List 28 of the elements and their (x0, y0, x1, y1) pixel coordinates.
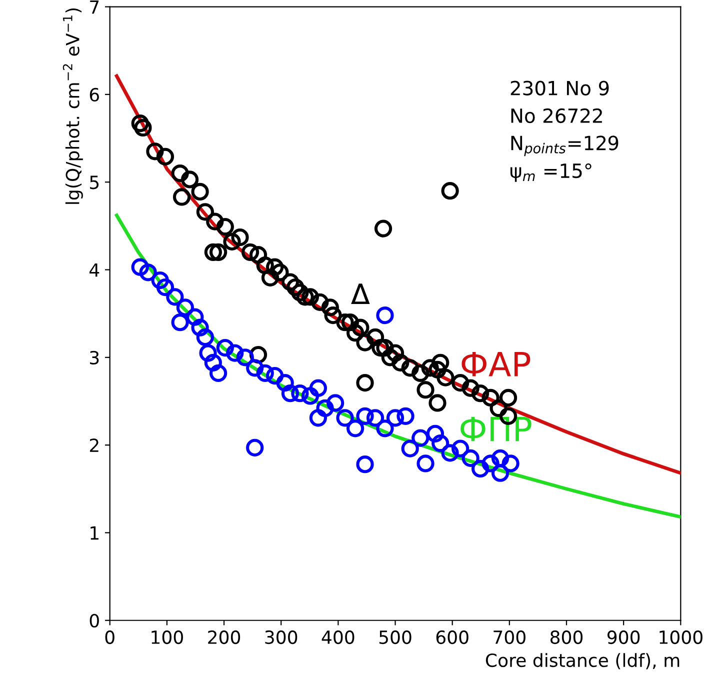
y-tick-label: 1 (90, 526, 98, 540)
x-tick-label: 600 (436, 630, 468, 644)
y-tick-label: 7 (90, 0, 99, 14)
y-tick-label: 0 (90, 614, 99, 628)
y-tick-label: 5 (90, 176, 99, 190)
y-tick-label: 3 (90, 350, 99, 365)
x-tick-label: 500 (379, 630, 412, 644)
x-tick-label: 0 (105, 630, 114, 644)
x-tick-label: 800 (550, 630, 583, 644)
x-tick-label: 200 (208, 630, 240, 644)
x-tick-label: 1000 (660, 630, 702, 644)
x-tick-label: 900 (607, 630, 640, 644)
x-tick-label: 300 (265, 630, 298, 644)
y-axis-title: lg(Q/phot. cm$^{−2}$ eV$^{−1}$) (62, 8, 83, 204)
annotation: Δ (351, 284, 370, 304)
series-label: ФПР (460, 416, 532, 442)
x-tick-label: 100 (152, 630, 183, 644)
x-axis-title: Core distance (ldf), m (486, 653, 680, 670)
annotation: ψ$_{m}$ =15° (510, 163, 592, 182)
y-tick-label: 2 (90, 438, 98, 452)
annotation: N$_{points}$=129 (511, 136, 618, 156)
y-tick-label: 4 (90, 263, 100, 277)
annotation: No 26722 (511, 108, 602, 124)
x-tick-label: 400 (322, 630, 354, 644)
annotation: 2301 No 9 (510, 80, 609, 96)
series-label: ФАР (462, 352, 530, 376)
x-tick-label: 700 (494, 630, 526, 644)
y-tick-label: 6 (90, 88, 99, 102)
